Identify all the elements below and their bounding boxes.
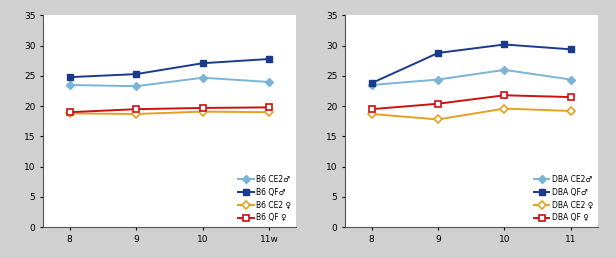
DBA QF♂ — [368, 82, 375, 85]
DBA CE2 ♀ — [434, 118, 442, 121]
Line: B6 CE2 ♀: B6 CE2 ♀ — [67, 109, 272, 117]
B6 CE2 ♀ — [66, 112, 73, 115]
DBA QF ♀ — [501, 94, 508, 97]
DBA QF♂ — [434, 51, 442, 54]
DBA QF ♀ — [567, 95, 575, 99]
DBA CE2♂ — [501, 68, 508, 71]
Line: B6 QF ♀: B6 QF ♀ — [67, 104, 272, 115]
B6 QF♂ — [132, 72, 140, 76]
B6 QF♂ — [66, 76, 73, 79]
Legend: DBA CE2♂, DBA QF♂, DBA CE2 ♀, DBA QF ♀: DBA CE2♂, DBA QF♂, DBA CE2 ♀, DBA QF ♀ — [533, 174, 594, 223]
Line: DBA QF ♀: DBA QF ♀ — [369, 92, 573, 112]
B6 CE2 ♀ — [199, 110, 206, 113]
Legend: B6 CE2♂, B6 QF♂, B6 CE2 ♀, B6 QF ♀: B6 CE2♂, B6 QF♂, B6 CE2 ♀, B6 QF ♀ — [238, 174, 292, 223]
B6 QF ♀ — [66, 111, 73, 114]
B6 QF♂ — [199, 62, 206, 65]
Line: DBA CE2♂: DBA CE2♂ — [369, 67, 573, 88]
B6 CE2 ♀ — [132, 112, 140, 116]
Line: DBA CE2 ♀: DBA CE2 ♀ — [369, 106, 573, 122]
DBA CE2 ♀ — [368, 112, 375, 116]
B6 QF ♀ — [199, 106, 206, 109]
Line: B6 QF♂: B6 QF♂ — [67, 56, 272, 80]
B6 CE2♂ — [199, 76, 206, 79]
DBA CE2♂ — [567, 78, 575, 81]
DBA CE2♂ — [368, 83, 375, 86]
DBA CE2 ♀ — [567, 109, 575, 112]
DBA QF ♀ — [434, 102, 442, 105]
B6 CE2♂ — [132, 85, 140, 88]
B6 CE2 ♀ — [265, 111, 273, 114]
B6 QF ♀ — [265, 106, 273, 109]
B6 QF ♀ — [132, 108, 140, 111]
DBA QF♂ — [501, 43, 508, 46]
Line: DBA QF♂: DBA QF♂ — [369, 42, 573, 86]
DBA CE2♂ — [434, 78, 442, 81]
DBA QF ♀ — [368, 108, 375, 111]
DBA QF♂ — [567, 48, 575, 51]
B6 QF♂ — [265, 58, 273, 61]
Line: B6 CE2♂: B6 CE2♂ — [67, 75, 272, 89]
B6 CE2♂ — [66, 83, 73, 86]
B6 CE2♂ — [265, 80, 273, 84]
DBA CE2 ♀ — [501, 107, 508, 110]
